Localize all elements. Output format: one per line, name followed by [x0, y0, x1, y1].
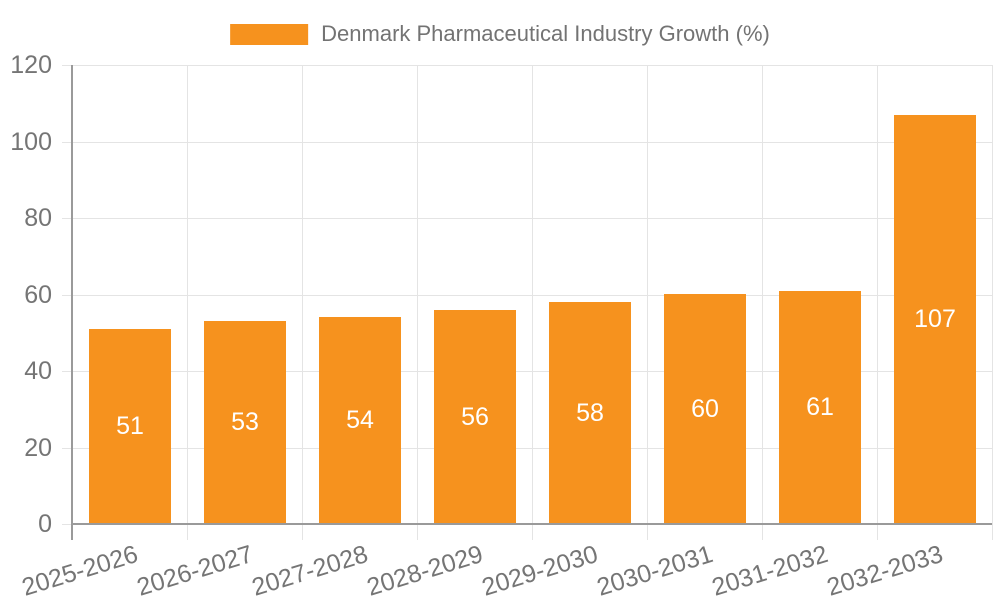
x-gridline: [992, 65, 993, 540]
bar-value-label: 56: [461, 402, 489, 431]
x-gridline: [302, 65, 303, 540]
x-gridline: [877, 65, 878, 540]
bar[interactable]: 51: [89, 329, 171, 524]
bar[interactable]: 107: [894, 115, 976, 524]
x-gridline: [532, 65, 533, 540]
y-gridline: [62, 448, 992, 449]
legend-swatch: [230, 23, 309, 45]
y-gridline: [62, 142, 992, 143]
y-axis-tick-label: 60: [24, 281, 52, 309]
y-gridline: [62, 218, 992, 219]
y-gridline: [62, 371, 992, 372]
bar-value-label: 54: [346, 406, 374, 434]
x-gridline: [647, 65, 648, 540]
bar[interactable]: 61: [779, 291, 861, 524]
y-axis-tick-label: 80: [24, 204, 52, 232]
x-axis-line: [71, 523, 992, 525]
bar-value-label: 60: [691, 394, 719, 423]
y-axis-tick-label: 100: [10, 128, 52, 156]
y-axis-tick-label: 120: [10, 51, 52, 79]
bar-value-label: 51: [116, 412, 144, 440]
x-gridline: [762, 65, 763, 540]
bar[interactable]: 53: [204, 321, 286, 524]
bar[interactable]: 54: [319, 317, 401, 524]
bar[interactable]: 58: [549, 302, 631, 524]
bar-value-label: 61: [806, 393, 834, 421]
y-gridline: [62, 295, 992, 296]
bar-value-label: 58: [576, 398, 604, 427]
legend-item[interactable]: Denmark Pharmaceutical Industry Growth (…: [230, 21, 770, 47]
y-axis-line: [71, 65, 73, 540]
y-axis-tick-label: 40: [24, 357, 52, 385]
y-axis-tick-label: 0: [38, 510, 52, 538]
y-gridline: [62, 65, 992, 66]
bar-value-label: 53: [231, 408, 259, 436]
bar-value-label: 107: [914, 305, 956, 333]
bar[interactable]: 56: [434, 310, 516, 524]
bar[interactable]: 60: [664, 294, 746, 524]
legend-label: Denmark Pharmaceutical Industry Growth (…: [321, 21, 770, 46]
x-gridline: [187, 65, 188, 540]
x-gridline: [417, 65, 418, 540]
y-axis-tick-label: 20: [24, 434, 52, 462]
